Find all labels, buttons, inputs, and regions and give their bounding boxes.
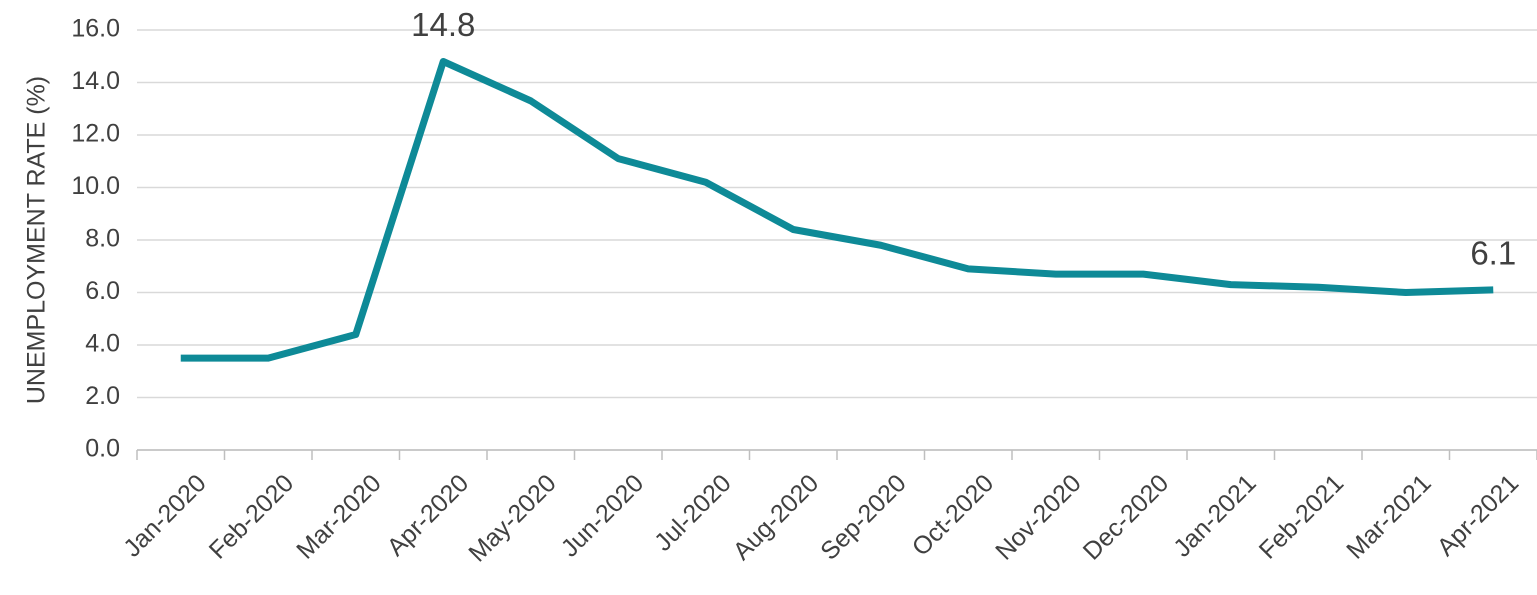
x-tick-label: Dec-2020 [1078, 469, 1174, 565]
x-tick-label: Oct-2020 [907, 469, 1000, 562]
line [180, 58, 1494, 362]
y-tick-label: 6.0 [85, 277, 120, 305]
x-tick-label: Aug-2020 [728, 469, 824, 565]
x-tick-label: Feb-2020 [204, 469, 299, 564]
y-tick-label: 12.0 [71, 120, 120, 148]
x-tick-label: Feb-2021 [1254, 469, 1349, 564]
y-tick-label: 10.0 [71, 172, 120, 200]
x-tick-label: Mar-2020 [291, 469, 386, 564]
data-label: 14.8 [411, 6, 475, 43]
data-label: 6.1 [1470, 235, 1516, 272]
x-tick-label: Jan-2020 [118, 469, 212, 563]
x-tick-label: Jun-2020 [556, 469, 650, 563]
x-tick-label: Nov-2020 [990, 469, 1086, 565]
x-tick-label: Mar-2021 [1341, 469, 1436, 564]
y-axis-label: UNEMPLOYMENT RATE (%) [23, 76, 51, 404]
x-tick-label: Jan-2021 [1168, 469, 1262, 563]
y-tick-label: 14.0 [71, 67, 120, 95]
x-tick-label: Apr-2020 [382, 469, 475, 562]
x-tick-label: Sep-2020 [815, 469, 911, 565]
y-tick-label: 4.0 [85, 330, 120, 358]
x-tick-label: Jul-2020 [649, 469, 737, 557]
x-tick-label: Apr-2021 [1432, 469, 1525, 562]
x-tick-label: May-2020 [463, 469, 561, 567]
y-tick-label: 16.0 [71, 15, 120, 43]
y-tick-label: 0.0 [85, 435, 120, 463]
y-tick-label: 2.0 [85, 382, 120, 410]
y-tick-label: 8.0 [85, 225, 120, 253]
